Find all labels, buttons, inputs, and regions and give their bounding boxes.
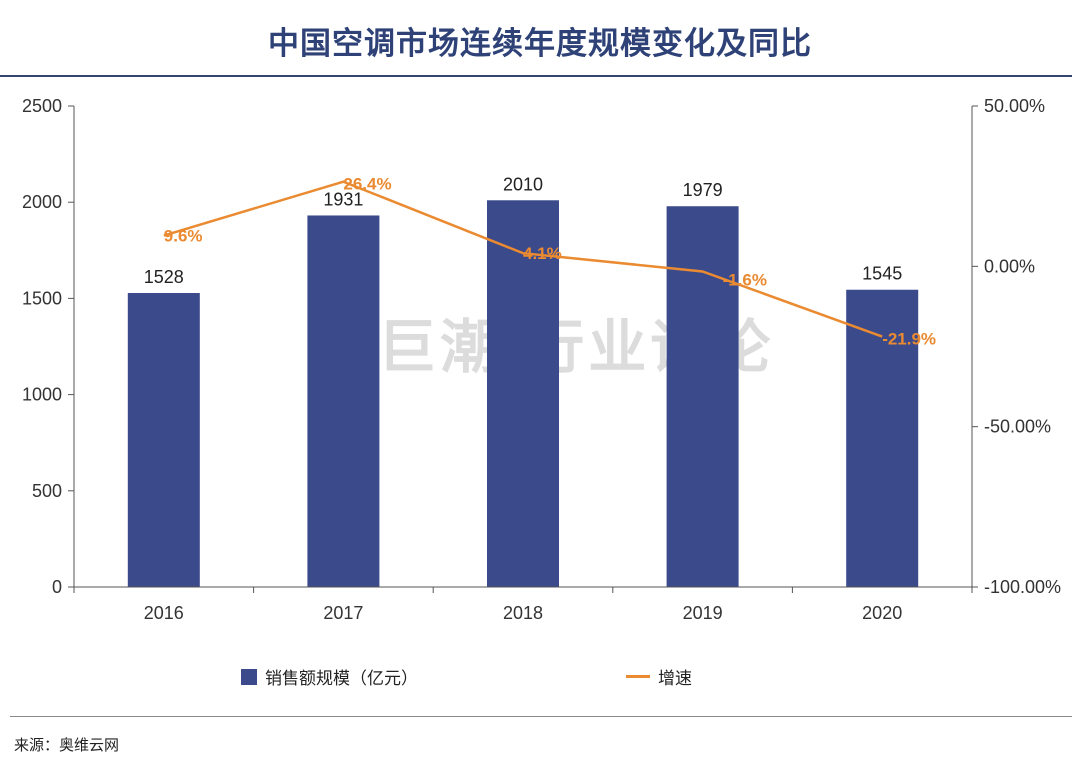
bar-value-label: 1931: [323, 189, 363, 209]
bar-value-label: 2010: [503, 174, 543, 194]
legend-bar-label: 销售额规模（亿元）: [265, 669, 418, 689]
bar-2019: [666, 206, 739, 587]
bar-value-label: 1979: [683, 180, 723, 200]
chart-title: 中国空调市场连续年度规模变化及同比: [268, 26, 812, 62]
source-note: 来源：奥维云网: [14, 736, 120, 754]
title-divider: [0, 75, 1072, 77]
x-tick-label: 2018: [503, 603, 543, 623]
left-tick-label: 2500: [22, 96, 62, 116]
left-tick-label: 2000: [22, 192, 62, 212]
right-tick-label: -100.00%: [984, 577, 1061, 597]
rate-value-label: 26.4%: [343, 175, 391, 194]
right-tick-label: -50.00%: [984, 417, 1051, 437]
bar-2020: [846, 289, 919, 587]
rate-value-label: 9.6%: [164, 227, 203, 246]
x-tick-label: 2016: [144, 603, 184, 623]
left-tick-label: 0: [52, 577, 62, 597]
growth-rate-line: [163, 180, 883, 338]
rate-value-label: 4.1%: [523, 244, 562, 263]
rate-value-label: -21.9%: [882, 330, 936, 349]
right-tick-label: 0.00%: [984, 256, 1035, 276]
bar-value-label: 1528: [144, 267, 184, 287]
x-tick-label: 2020: [862, 603, 902, 623]
legend-line-label: 增速: [658, 669, 692, 689]
legend-bar: 销售额规模（亿元）: [241, 664, 418, 689]
bar-2016: [127, 293, 200, 587]
left-tick-label: 1500: [22, 288, 62, 308]
right-tick-label: 50.00%: [984, 96, 1045, 116]
left-tick-label: 1000: [22, 385, 62, 405]
footer-divider: [10, 716, 1072, 717]
bar-2017: [307, 215, 380, 588]
x-tick-label: 2019: [683, 603, 723, 623]
left-tick-label: 500: [32, 481, 62, 501]
bar-2018: [487, 200, 559, 587]
rate-value-label: -1.6%: [723, 270, 767, 289]
bar-value-label: 1545: [862, 264, 902, 284]
legend-line: 增速: [626, 664, 692, 689]
x-tick-label: 2017: [323, 603, 363, 623]
legend-line-swatch: [626, 675, 650, 678]
legend-bar-swatch: [241, 668, 257, 685]
